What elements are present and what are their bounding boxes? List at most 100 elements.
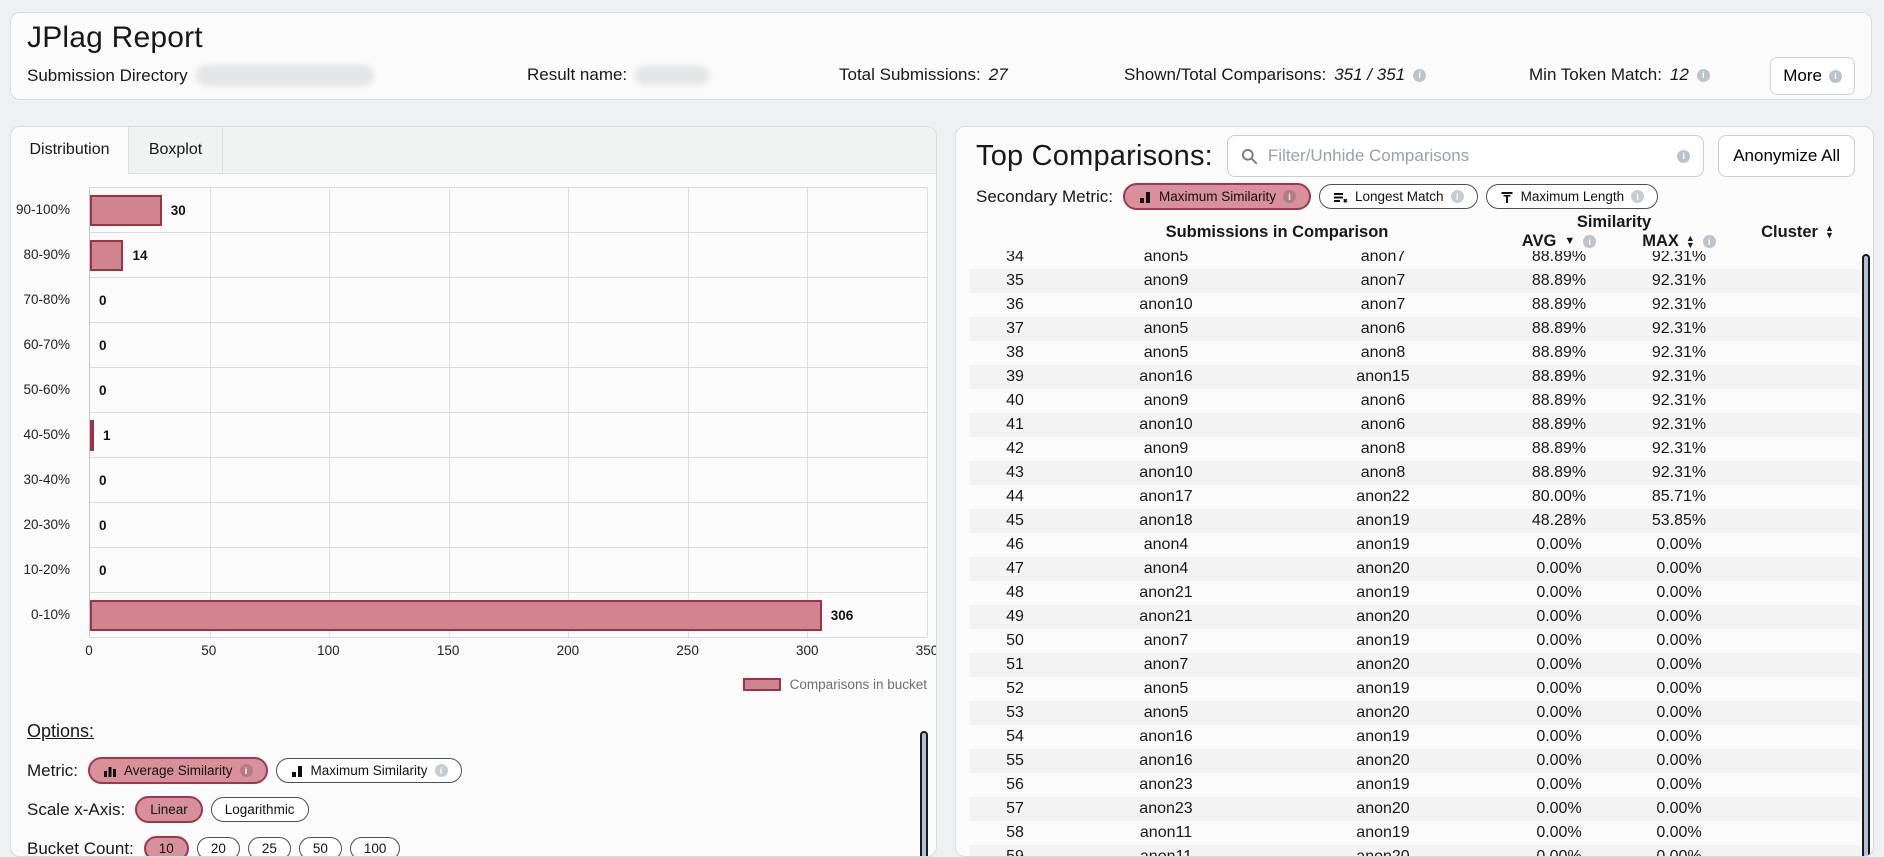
row-index: 39 xyxy=(1006,368,1024,385)
comparison-row-47[interactable]: 47 anon4 anon20 0.00% 0.00% xyxy=(970,557,1861,581)
pill-maximum-similarity[interactable]: Maximum Similarity i xyxy=(275,758,462,783)
cluster-cell xyxy=(1734,413,1861,437)
avg-similarity: 88.89% xyxy=(1531,392,1587,409)
pill-25[interactable]: 25 xyxy=(247,837,291,856)
submission-b: anon19 xyxy=(1356,632,1410,649)
pill-maximum-length[interactable]: Maximum Length i xyxy=(1485,184,1659,209)
comparison-row-57[interactable]: 57 anon23 anon20 0.00% 0.00% xyxy=(970,797,1861,821)
bar[interactable] xyxy=(90,419,94,451)
cluster-sort-header[interactable]: Cluster ▲ ▼ xyxy=(1734,213,1861,251)
avg-similarity: 0.00% xyxy=(1536,536,1582,553)
comparison-row-52[interactable]: 52 anon5 anon19 0.00% 0.00% xyxy=(970,677,1861,701)
comparison-row-48[interactable]: 48 anon21 anon19 0.00% 0.00% xyxy=(970,581,1861,605)
chart-legend: Comparisons in bucket xyxy=(89,677,927,692)
comparison-row-34[interactable]: 34 anon5 anon7 88.89% 92.31% xyxy=(970,245,1861,269)
submission-b: anon6 xyxy=(1360,416,1406,433)
comparison-row-46[interactable]: 46 anon4 anon19 0.00% 0.00% xyxy=(970,533,1861,557)
pill-label: Maximum Similarity xyxy=(310,763,428,778)
x-tick-label: 200 xyxy=(556,643,580,658)
comparison-row-55[interactable]: 55 anon16 anon20 0.00% 0.00% xyxy=(970,749,1861,773)
scale-buttons: Linear Logarithmic xyxy=(135,796,316,823)
x-tick-label: 50 xyxy=(201,643,217,658)
max-similarity: 92.31% xyxy=(1651,416,1707,433)
comparison-row-54[interactable]: 54 anon16 anon19 0.00% 0.00% xyxy=(970,725,1861,749)
bar-row-60-70%: 0 xyxy=(90,323,927,368)
submission-b: anon6 xyxy=(1360,392,1406,409)
max-sort-header[interactable]: MAX ▲ ▼ i xyxy=(1624,232,1734,251)
comparison-row-44[interactable]: 44 anon17 anon22 80.00% 85.71% xyxy=(970,485,1861,509)
cluster-cell xyxy=(1734,653,1861,677)
bar[interactable] xyxy=(90,239,124,271)
left-panel-scrollbar[interactable] xyxy=(920,731,928,856)
comparison-row-36[interactable]: 36 anon10 anon7 88.89% 92.31% xyxy=(970,293,1861,317)
max-label: MAX xyxy=(1642,232,1679,250)
tab-distribution[interactable]: Distribution xyxy=(11,127,129,174)
comparison-row-37[interactable]: 37 anon5 anon6 88.89% 92.31% xyxy=(970,317,1861,341)
max-similarity: 0.00% xyxy=(1656,824,1702,841)
submission-a: anon17 xyxy=(1139,488,1193,505)
avg-similarity: 0.00% xyxy=(1536,560,1582,577)
bar[interactable] xyxy=(90,599,822,631)
pill-20[interactable]: 20 xyxy=(196,837,240,856)
cluster-cell xyxy=(1734,317,1861,341)
comparison-row-51[interactable]: 51 anon7 anon20 0.00% 0.00% xyxy=(970,653,1861,677)
pill-linear[interactable]: Linear xyxy=(135,796,203,823)
comparison-row-42[interactable]: 42 anon9 anon8 88.89% 92.31% xyxy=(970,437,1861,461)
comparison-row-41[interactable]: 41 anon10 anon6 88.89% 92.31% xyxy=(970,413,1861,437)
pill-logarithmic[interactable]: Logarithmic xyxy=(210,797,309,822)
result-name-redacted-value xyxy=(635,65,710,85)
pill-label: 20 xyxy=(210,841,226,856)
row-index: 57 xyxy=(1006,800,1024,817)
y-tick-label: 90-100% xyxy=(15,202,70,217)
chart-options: Options: Metric: Average Similarity i Maxi… xyxy=(27,721,936,856)
tab-boxplot[interactable]: Boxplot xyxy=(129,127,223,173)
metric-label: Metric: xyxy=(27,760,78,780)
total-submissions-value: 27 xyxy=(988,65,1008,84)
comparison-row-58[interactable]: 58 anon11 anon19 0.00% 0.00% xyxy=(970,821,1861,845)
pill-longest-match[interactable]: Longest Match i xyxy=(1319,184,1478,209)
search-input[interactable] xyxy=(1267,146,1668,166)
avg-label: AVG xyxy=(1521,232,1557,250)
anonymize-all-button[interactable]: Anonymize All xyxy=(1718,135,1855,177)
comparison-search-box[interactable]: i xyxy=(1226,135,1705,177)
comparison-row-49[interactable]: 49 anon21 anon20 0.00% 0.00% xyxy=(970,605,1861,629)
pill-100[interactable]: 100 xyxy=(349,837,401,856)
submission-a: anon9 xyxy=(1143,392,1189,409)
comparison-row-59[interactable]: 59anon11anon200.00%0.00% xyxy=(970,845,1861,856)
max-similarity: 92.31% xyxy=(1651,320,1707,337)
info-icon[interactable]: i xyxy=(1413,68,1427,82)
info-icon[interactable]: i xyxy=(1696,68,1710,82)
avg-sort-header[interactable]: AVG ▼ i xyxy=(1494,232,1624,251)
comparison-row-43[interactable]: 43 anon10 anon8 88.89% 92.31% xyxy=(970,461,1861,485)
distribution-chart: 90-100% 80-90% 70-80% 60-70% 50-60% 40-50% 30-… xyxy=(11,187,936,707)
comparison-row-39[interactable]: 39 anon16 anon15 88.89% 92.31% xyxy=(970,365,1861,389)
pill-50[interactable]: 50 xyxy=(298,837,342,856)
row-index: 53 xyxy=(1006,704,1024,721)
cluster-cell xyxy=(1734,605,1861,629)
comparison-row-53[interactable]: 53 anon5 anon20 0.00% 0.00% xyxy=(970,701,1861,725)
info-icon: i xyxy=(1829,69,1842,83)
total-submissions-label: Total Submissions: xyxy=(839,65,981,84)
pill-maximum-similarity[interactable]: Maximum Similarity i xyxy=(1123,183,1312,210)
bar-value-label: 0 xyxy=(99,517,107,533)
pill-average-similarity[interactable]: Average Similarity i xyxy=(88,757,268,784)
max-similarity: 92.31% xyxy=(1651,296,1707,313)
comparison-row-35[interactable]: 35 anon9 anon7 88.89% 92.31% xyxy=(970,269,1861,293)
comparisons-scrollbar[interactable] xyxy=(1862,254,1870,856)
max-similarity: 0.00% xyxy=(1656,752,1702,769)
submission-a: anon11 xyxy=(1139,824,1193,841)
comparison-row-38[interactable]: 38 anon5 anon8 88.89% 92.31% xyxy=(970,341,1861,365)
comparison-row-45[interactable]: 45 anon18 anon19 48.28% 53.85% xyxy=(970,509,1861,533)
bar[interactable] xyxy=(90,194,162,226)
comparison-row-50[interactable]: 50 anon7 anon19 0.00% 0.00% xyxy=(970,629,1861,653)
row-index: 51 xyxy=(1006,656,1024,673)
metric-option-row: Metric: Average Similarity i Maximum Simil… xyxy=(27,756,936,785)
submissions-column-header: Submissions in Comparison xyxy=(1165,222,1389,241)
submission-a: anon4 xyxy=(1143,536,1189,553)
more-button[interactable]: More i xyxy=(1770,57,1855,95)
pill-10[interactable]: 10 xyxy=(143,836,189,856)
sort-both-icon: ▲ ▼ xyxy=(1685,232,1695,250)
comparison-row-56[interactable]: 56 anon23 anon19 0.00% 0.00% xyxy=(970,773,1861,797)
info-icon: i xyxy=(434,764,448,777)
comparison-row-40[interactable]: 40 anon9 anon6 88.89% 92.31% xyxy=(970,389,1861,413)
